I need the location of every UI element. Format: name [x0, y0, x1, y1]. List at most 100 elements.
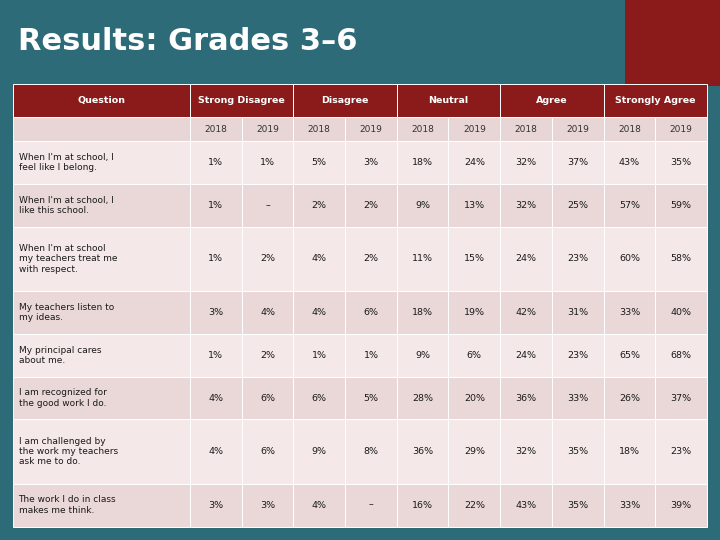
Bar — [242, 291, 293, 334]
Text: 29%: 29% — [464, 447, 485, 456]
Bar — [500, 141, 552, 184]
Text: My teachers listen to
my ideas.: My teachers listen to my ideas. — [19, 303, 114, 322]
Bar — [397, 484, 449, 526]
Bar — [397, 377, 449, 420]
Text: 2018: 2018 — [618, 125, 641, 133]
Text: 28%: 28% — [412, 394, 433, 403]
Text: 32%: 32% — [516, 201, 536, 210]
Bar — [293, 141, 345, 184]
Bar — [293, 484, 345, 526]
Text: 1%: 1% — [312, 351, 327, 360]
Text: 1%: 1% — [364, 351, 379, 360]
Text: 16%: 16% — [412, 501, 433, 510]
Text: 1%: 1% — [260, 158, 275, 167]
Bar — [655, 184, 707, 227]
Bar — [345, 377, 397, 420]
Text: 2019: 2019 — [256, 125, 279, 133]
Bar — [603, 227, 655, 291]
Text: 24%: 24% — [516, 254, 536, 264]
Text: 9%: 9% — [415, 201, 430, 210]
Bar — [449, 117, 500, 141]
Bar — [655, 291, 707, 334]
Text: 15%: 15% — [464, 254, 485, 264]
Bar — [552, 334, 603, 377]
Text: 1%: 1% — [208, 158, 223, 167]
Bar — [345, 141, 397, 184]
Bar — [449, 227, 500, 291]
Bar — [500, 117, 552, 141]
Bar — [500, 334, 552, 377]
Bar — [293, 291, 345, 334]
Bar — [242, 117, 293, 141]
Text: When I'm at school
my teachers treat me
with respect.: When I'm at school my teachers treat me … — [19, 244, 117, 274]
Text: Results: Grades 3–6: Results: Grades 3–6 — [18, 27, 358, 56]
Bar — [655, 141, 707, 184]
Bar — [345, 227, 397, 291]
Text: Strongly Agree: Strongly Agree — [615, 96, 696, 105]
Text: 2019: 2019 — [567, 125, 589, 133]
Text: 4%: 4% — [260, 308, 275, 317]
Text: Disagree: Disagree — [321, 96, 369, 105]
Bar — [552, 484, 603, 526]
Bar — [13, 184, 190, 227]
Text: I am recognized for
the good work I do.: I am recognized for the good work I do. — [19, 388, 107, 408]
Text: 2018: 2018 — [515, 125, 538, 133]
Bar — [293, 227, 345, 291]
Text: 4%: 4% — [208, 394, 223, 403]
Text: 18%: 18% — [412, 308, 433, 317]
Text: 2%: 2% — [364, 201, 379, 210]
Bar — [242, 377, 293, 420]
Bar — [552, 117, 603, 141]
Bar — [655, 377, 707, 420]
Text: 11%: 11% — [412, 254, 433, 264]
Text: –: – — [369, 501, 373, 510]
Text: 6%: 6% — [364, 308, 379, 317]
Bar — [293, 117, 345, 141]
Bar — [603, 420, 655, 484]
Bar — [190, 291, 242, 334]
Text: Neutral: Neutral — [428, 96, 469, 105]
Text: 42%: 42% — [516, 308, 536, 317]
Text: 35%: 35% — [670, 158, 692, 167]
Bar — [242, 420, 293, 484]
Bar — [603, 184, 655, 227]
Bar — [242, 484, 293, 526]
Text: 43%: 43% — [619, 158, 640, 167]
Text: 2018: 2018 — [204, 125, 228, 133]
Text: 2019: 2019 — [670, 125, 693, 133]
Bar — [500, 184, 552, 227]
Bar — [449, 141, 500, 184]
Bar — [603, 84, 707, 117]
Bar — [293, 184, 345, 227]
Text: 6%: 6% — [260, 394, 275, 403]
Text: 33%: 33% — [619, 308, 640, 317]
Bar — [603, 377, 655, 420]
Text: 40%: 40% — [671, 308, 692, 317]
Bar — [397, 420, 449, 484]
Text: 24%: 24% — [464, 158, 485, 167]
Bar — [190, 84, 293, 117]
Text: 36%: 36% — [516, 394, 536, 403]
Text: 37%: 37% — [670, 394, 692, 403]
Text: My principal cares
about me.: My principal cares about me. — [19, 346, 101, 365]
Bar — [552, 377, 603, 420]
Bar — [552, 291, 603, 334]
Bar — [449, 184, 500, 227]
Text: 18%: 18% — [412, 158, 433, 167]
Bar — [449, 334, 500, 377]
Bar — [345, 484, 397, 526]
Bar — [242, 184, 293, 227]
Bar — [13, 291, 190, 334]
Text: 22%: 22% — [464, 501, 485, 510]
Bar — [190, 484, 242, 526]
Bar — [552, 420, 603, 484]
Bar — [13, 84, 190, 117]
Bar — [552, 184, 603, 227]
Text: 57%: 57% — [619, 201, 640, 210]
Text: 36%: 36% — [412, 447, 433, 456]
Bar — [449, 377, 500, 420]
Text: When I'm at school, I
feel like I belong.: When I'm at school, I feel like I belong… — [19, 153, 113, 172]
Text: 18%: 18% — [619, 447, 640, 456]
Text: 68%: 68% — [671, 351, 692, 360]
Text: 32%: 32% — [516, 447, 536, 456]
